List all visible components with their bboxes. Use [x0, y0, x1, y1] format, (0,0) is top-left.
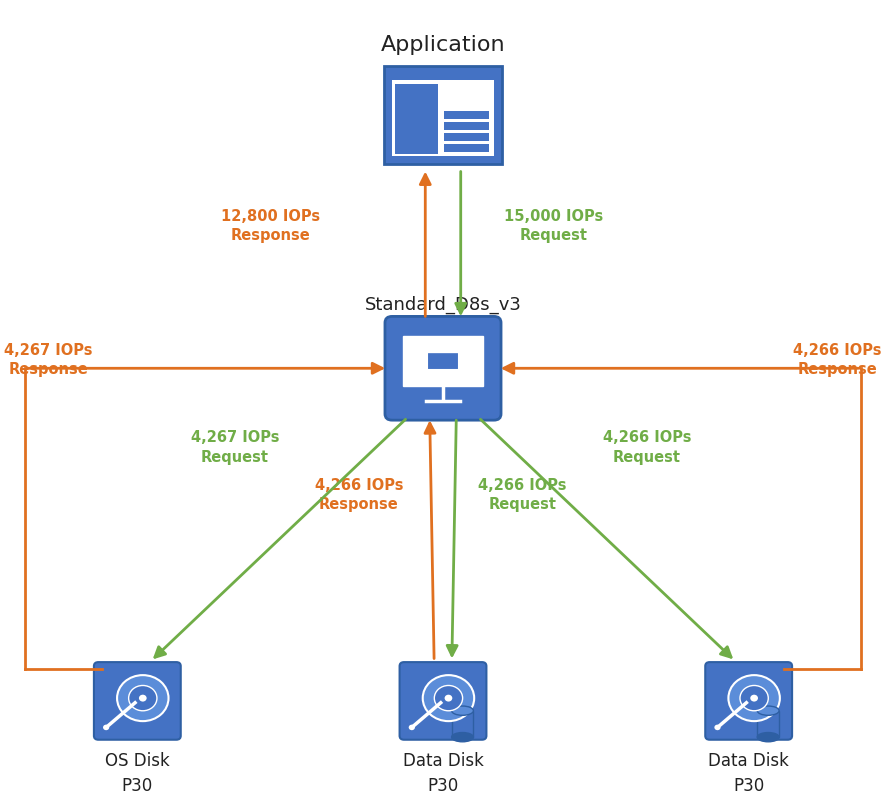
- FancyBboxPatch shape: [452, 710, 473, 737]
- Polygon shape: [459, 347, 467, 370]
- Circle shape: [728, 675, 780, 722]
- Polygon shape: [427, 352, 459, 370]
- FancyBboxPatch shape: [758, 710, 779, 737]
- Circle shape: [128, 686, 157, 710]
- Text: 12,800 IOPs
Response: 12,800 IOPs Response: [221, 208, 320, 243]
- FancyBboxPatch shape: [392, 80, 494, 156]
- Text: 4,267 IOPs
Response: 4,267 IOPs Response: [4, 343, 93, 378]
- Circle shape: [103, 725, 109, 730]
- Text: 4,266 IOPs
Request: 4,266 IOPs Request: [602, 430, 691, 465]
- Circle shape: [750, 695, 758, 702]
- FancyBboxPatch shape: [395, 84, 438, 154]
- Circle shape: [434, 686, 462, 710]
- FancyBboxPatch shape: [444, 111, 489, 119]
- Text: 4,266 IOPs
Request: 4,266 IOPs Request: [478, 478, 567, 512]
- FancyBboxPatch shape: [384, 66, 502, 164]
- Polygon shape: [427, 347, 467, 352]
- Text: 4,267 IOPs
Request: 4,267 IOPs Request: [190, 430, 279, 465]
- Text: Standard_D8s_v3: Standard_D8s_v3: [364, 296, 522, 314]
- Circle shape: [139, 695, 147, 702]
- Text: VM: VM: [430, 391, 456, 406]
- FancyBboxPatch shape: [94, 662, 181, 740]
- Text: OS Disk
P30: OS Disk P30: [105, 752, 170, 792]
- FancyBboxPatch shape: [402, 336, 484, 386]
- Text: Data Disk
P30: Data Disk P30: [402, 752, 484, 792]
- Circle shape: [117, 675, 168, 722]
- Circle shape: [445, 695, 453, 702]
- Ellipse shape: [452, 733, 473, 742]
- Ellipse shape: [758, 733, 779, 742]
- FancyBboxPatch shape: [444, 144, 489, 152]
- FancyBboxPatch shape: [444, 133, 489, 141]
- Text: 4,266 IOPs
Response: 4,266 IOPs Response: [315, 478, 403, 512]
- Circle shape: [740, 686, 768, 710]
- FancyBboxPatch shape: [444, 122, 489, 130]
- Ellipse shape: [452, 706, 473, 715]
- FancyBboxPatch shape: [705, 662, 792, 740]
- Circle shape: [423, 675, 474, 722]
- Text: Application: Application: [381, 36, 505, 55]
- Text: Data Disk
P30: Data Disk P30: [708, 752, 789, 792]
- Circle shape: [408, 725, 415, 730]
- FancyBboxPatch shape: [385, 316, 501, 420]
- Text: 15,000 IOPs
Request: 15,000 IOPs Request: [504, 208, 603, 243]
- Circle shape: [714, 725, 720, 730]
- FancyBboxPatch shape: [400, 662, 486, 740]
- Text: 4,266 IOPs
Response: 4,266 IOPs Response: [793, 343, 882, 378]
- Ellipse shape: [758, 706, 779, 715]
